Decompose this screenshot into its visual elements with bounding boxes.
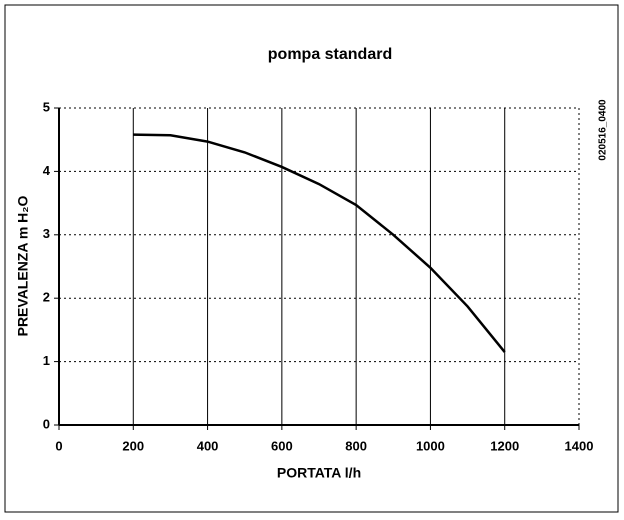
- y-tick-label: 2: [43, 290, 50, 305]
- annotation: 020516_0400: [598, 99, 609, 161]
- frame: [4, 4, 619, 513]
- y-tick-label: 0: [43, 416, 50, 431]
- x-tick-label: 1000: [416, 438, 445, 453]
- x-tick-label: 400: [197, 438, 219, 453]
- x-tick-label: 600: [271, 438, 293, 453]
- y-tick-label: 1: [43, 353, 50, 368]
- y-tick-label: 5: [43, 99, 50, 114]
- curve: [133, 133, 506, 353]
- x-tick-label: 1200: [490, 438, 519, 453]
- x-tick-label: 1400: [565, 438, 594, 453]
- y-tick-label: 3: [43, 226, 50, 241]
- y-axis-title: PREVALENZA m H₂O: [15, 196, 31, 337]
- y-tick-label: 4: [43, 163, 51, 178]
- x-axis-title: PORTATA l/h: [277, 465, 361, 481]
- x-tick-label: 0: [55, 438, 62, 453]
- x-tick-label: 200: [122, 438, 144, 453]
- chart-title: pompa standard: [268, 46, 392, 63]
- x-tick-label: 800: [345, 438, 367, 453]
